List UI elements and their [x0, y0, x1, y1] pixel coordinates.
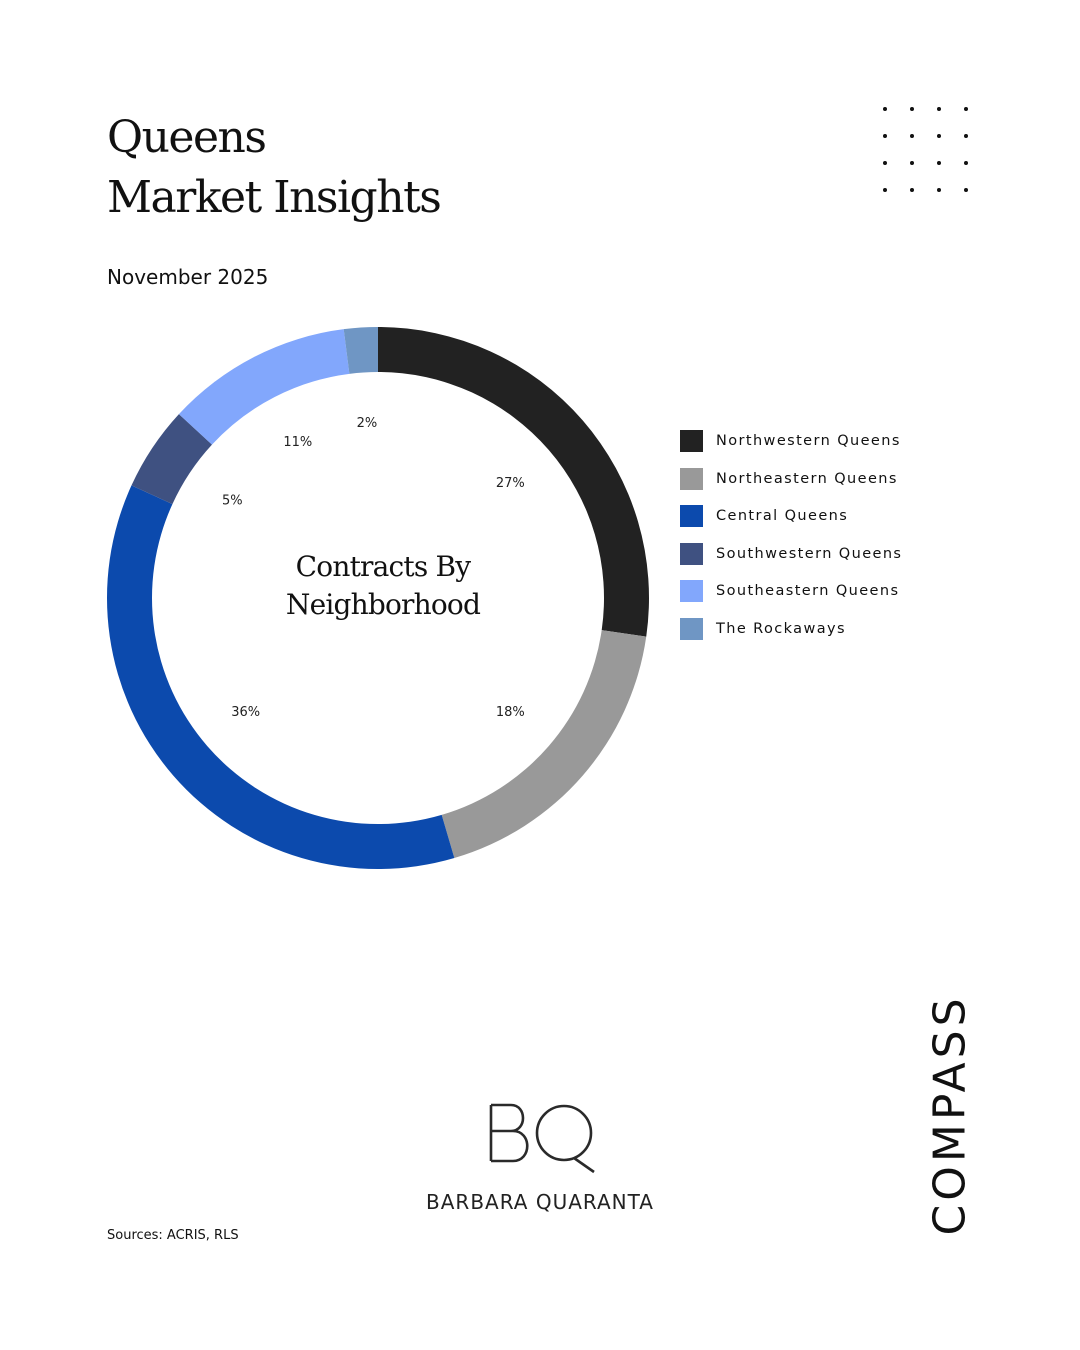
decoration-dot — [964, 188, 968, 192]
chart-title: Contracts By Neighborhood — [230, 548, 536, 624]
legend-item: Southeastern Queens — [680, 580, 902, 603]
decoration-dot — [937, 107, 941, 111]
legend-label: Northeastern Queens — [716, 470, 898, 487]
page-title: Queens Market Insights — [107, 108, 442, 228]
legend-swatch — [680, 617, 703, 640]
decoration-dot — [910, 107, 914, 111]
chart-legend: Northwestern Queens Northeastern Queens Ce… — [680, 430, 902, 656]
title-line-1: Queens — [107, 112, 267, 163]
decoration-dot — [937, 134, 941, 138]
slice-value-label: 36% — [231, 705, 260, 720]
donut-slice — [441, 630, 647, 859]
legend-item: Northeastern Queens — [680, 467, 902, 490]
legend-swatch — [680, 505, 703, 528]
decoration-dot — [937, 188, 941, 192]
legend-swatch — [680, 542, 703, 565]
chart-title-line-1: Contracts By — [295, 550, 471, 583]
decoration-dot — [910, 188, 914, 192]
bq-monogram-logo — [489, 1103, 595, 1174]
decoration-dot — [883, 134, 887, 138]
donut-slice — [343, 327, 378, 374]
decoration-dot — [964, 107, 968, 111]
title-line-2: Market Insights — [107, 172, 442, 223]
dot-grid-decoration — [883, 107, 979, 203]
decoration-dot — [910, 134, 914, 138]
slice-labels: 27% 18% 36% 5% 11% 2% — [222, 416, 525, 720]
slice-value-label: 18% — [496, 705, 525, 720]
legend-label: Southeastern Queens — [716, 583, 900, 600]
legend-item: Northwestern Queens — [680, 430, 902, 452]
sources-note: Sources: ACRIS, RLS — [107, 1228, 239, 1243]
legend-label: Southwestern Queens — [716, 545, 903, 562]
chart-title-line-2: Neighborhood — [285, 588, 481, 621]
decoration-dot — [883, 107, 887, 111]
donut-slice — [106, 485, 455, 870]
report-date: November 2025 — [107, 265, 269, 289]
donut-slice — [178, 329, 350, 445]
legend-swatch — [680, 580, 703, 603]
compass-logo: COMPASS — [924, 994, 976, 1236]
slice-value-label: 5% — [222, 494, 243, 509]
legend-label: Central Queens — [716, 508, 849, 525]
decoration-dot — [937, 161, 941, 165]
slice-value-label: 27% — [496, 476, 525, 491]
decoration-dot — [883, 161, 887, 165]
decoration-dot — [883, 188, 887, 192]
legend-label: The Rockaways — [716, 620, 846, 637]
legend-item: The Rockaways — [680, 617, 902, 640]
decoration-dot — [964, 161, 968, 165]
legend-item: Central Queens — [680, 505, 902, 528]
legend-item: Southwestern Queens — [680, 542, 903, 565]
decoration-dot — [910, 161, 914, 165]
donut-slice — [378, 327, 650, 637]
decoration-dot — [964, 134, 968, 138]
legend-swatch — [680, 467, 703, 490]
slice-value-label: 2% — [357, 416, 378, 431]
donut-slices — [106, 327, 650, 870]
legend-swatch — [680, 430, 703, 452]
legend-label: Northwestern Queens — [716, 433, 901, 449]
slice-value-label: 11% — [283, 435, 312, 450]
agent-name: BARBARA QUARANTA — [426, 1190, 654, 1214]
donut-slice — [131, 414, 212, 505]
